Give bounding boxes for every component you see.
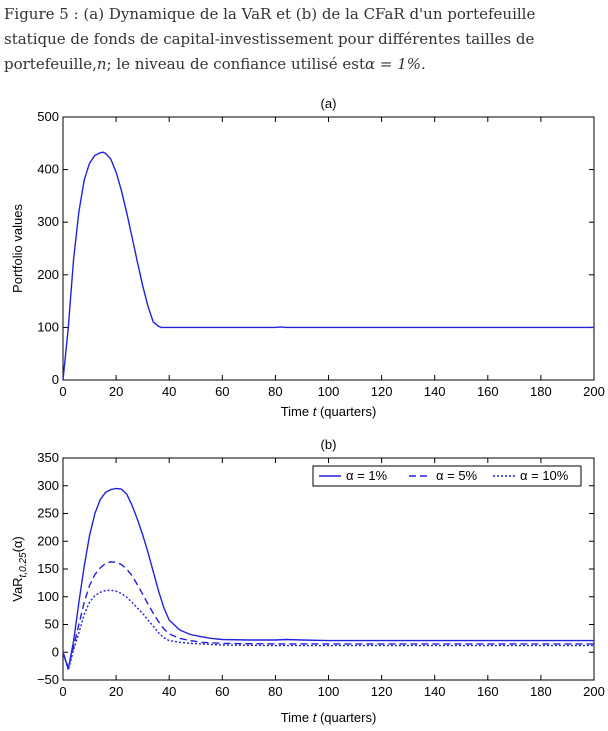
series-line-b-2 (62, 561, 594, 669)
x-tick-label-b: 160 (477, 684, 499, 699)
caption-line-3-rest: ; le niveau de confiance utilisé est (106, 55, 365, 73)
legend-box-b (312, 465, 582, 487)
series-line-b-1 (62, 487, 594, 670)
caption-line-1: Figure 5 : (a) Dynamique de la VaR et (b… (4, 5, 536, 23)
x-tick-label-b: 80 (268, 684, 282, 699)
y-tick-label-a: 200 (37, 267, 59, 282)
chart-b: 0 20 40 60 80 100 120 140 160 180 200−500501001502… (10, 437, 605, 725)
x-tick-label-a: 60 (215, 384, 229, 399)
x-tick-label-a: 80 (268, 384, 282, 399)
plot-frame-b (62, 457, 595, 681)
figure-caption: Figure 5 : (a) Dynamique de la VaR et (b… (4, 2, 602, 77)
x-axis-label-a: Time t (quarters) (281, 404, 377, 419)
series-line-a-1 (62, 151, 594, 381)
y-tick-label-a: 100 (37, 319, 59, 334)
x-tick-label-a: 120 (371, 384, 393, 399)
x-axis-label-b: Time t (quarters) (281, 710, 377, 725)
y-tick-label-b: 250 (37, 506, 59, 521)
y-axis-label-b: VaRt,0.25(α) (10, 536, 29, 602)
x-tick-label-b: 200 (583, 684, 605, 699)
y-tick-label-a: 400 (37, 162, 59, 177)
x-tick-label-a: 140 (424, 384, 446, 399)
y-tick-label-b: −50 (37, 672, 59, 687)
x-tick-label-b: 40 (162, 684, 176, 699)
x-tick-label-b: 180 (530, 684, 552, 699)
y-axis-label-a: Portfolio values (10, 204, 25, 293)
chart-a: 0 20 40 60 80 100 120 140 160 180 200 0 100 200 300 400… (10, 96, 605, 419)
y-tick-label-b: 100 (37, 589, 59, 604)
y-tick-label-b: 150 (37, 561, 59, 576)
x-tick-label-b: 120 (371, 684, 393, 699)
y-tick-label-b: 300 (37, 478, 59, 493)
plot-frame-a (62, 116, 595, 381)
y-tick-label-b: 50 (45, 617, 59, 632)
caption-line-3: portefeuille,n; le niveau de confiance u… (4, 52, 602, 77)
x-tick-label-b: 0 (59, 684, 66, 699)
chart-title-a: (a) (321, 96, 337, 111)
x-tick-label-b: 60 (215, 684, 229, 699)
x-tick-label-b: 140 (424, 684, 446, 699)
y-tick-label-a: 500 (37, 109, 59, 124)
y-tick-label-a: 300 (37, 214, 59, 229)
x-tick-label-a: 20 (109, 384, 123, 399)
x-tick-label-a: 40 (162, 384, 176, 399)
chart-title-b: (b) (321, 437, 337, 452)
legend-label-2: α = 5% (436, 468, 478, 483)
x-tick-label-b: 20 (109, 684, 123, 699)
legend-label-3: α = 10% (520, 468, 569, 483)
x-tick-label-b: 100 (318, 684, 340, 699)
legend-label-1: α = 1% (346, 468, 388, 483)
caption-variable-n: n (96, 55, 107, 73)
caption-formula: α = 1%. (364, 55, 426, 73)
caption-line-3-text: portefeuille, (4, 55, 97, 73)
series-line-b-3 (62, 589, 594, 671)
y-tick-label-b: 0 (52, 644, 59, 659)
x-tick-label-a: 180 (530, 384, 552, 399)
y-tick-label-a: 0 (52, 372, 59, 387)
x-tick-label-a: 200 (583, 384, 605, 399)
x-tick-label-a: 100 (318, 384, 340, 399)
x-tick-label-a: 0 (59, 384, 66, 399)
y-tick-label-b: 200 (37, 533, 59, 548)
legend-b: α = 1% α = 5% α = 10% (312, 465, 582, 487)
y-tick-label-b: 350 (37, 450, 59, 465)
caption-line-2: statique de fonds de capital-investissem… (4, 30, 535, 48)
x-tick-label-a: 160 (477, 384, 499, 399)
